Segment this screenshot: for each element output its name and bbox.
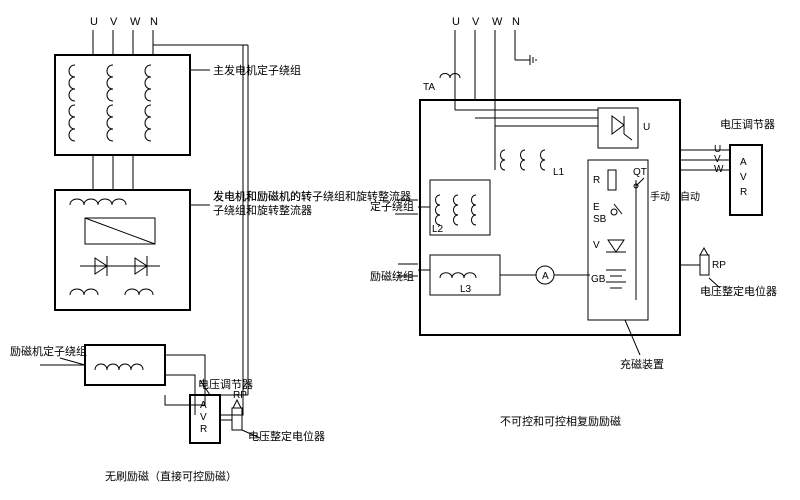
svg-text:R: R <box>593 175 600 186</box>
svg-text:W: W <box>492 16 503 28</box>
svg-text:发电机和励磁机的转: 发电机和励磁机的转 <box>213 189 312 203</box>
svg-text:W: W <box>714 164 724 175</box>
svg-text:TA: TA <box>423 82 435 93</box>
ammeter: A <box>500 266 590 284</box>
svg-text:U: U <box>452 16 460 28</box>
svg-text:N: N <box>150 16 158 28</box>
magnetize-label: 充磁装置 <box>620 357 664 371</box>
svg-text:V: V <box>740 172 747 183</box>
svg-text:子绕组和旋转整流器: 子绕组和旋转整流器 <box>213 203 312 217</box>
svg-text:R: R <box>200 424 207 435</box>
svg-text:V: V <box>200 412 207 423</box>
stator-label-right: 定子绕组 <box>370 199 414 213</box>
svg-text:SB: SB <box>593 214 607 225</box>
svg-text:U: U <box>90 16 98 28</box>
main-stator-block <box>55 55 190 155</box>
svg-text:QT: QT <box>633 167 647 178</box>
l2-block: L2 <box>430 180 490 235</box>
avr-block-right: A V R <box>730 145 762 215</box>
svg-text:A: A <box>740 157 747 168</box>
pot-label-left: 电压整定电位器 <box>248 429 325 443</box>
svg-text:A: A <box>542 271 549 282</box>
avr-label-right: 电压调节器 <box>720 118 775 131</box>
left-caption: 无刷励磁（直接可控励磁） <box>105 469 237 483</box>
svg-text:L2: L2 <box>432 224 444 235</box>
left-terminals: U V W N <box>90 16 158 55</box>
pot-label-right: 电压整定电位器 <box>700 284 777 298</box>
thyristor-u: U <box>598 108 650 148</box>
svg-text:U: U <box>643 122 650 133</box>
svg-text:A: A <box>200 400 207 411</box>
right-terminals: U V W N <box>452 16 536 170</box>
ta-block: TA <box>423 74 460 94</box>
svg-text:RP: RP <box>712 260 726 271</box>
rp-block-right: RP <box>680 248 726 275</box>
svg-text:V: V <box>593 240 600 251</box>
svg-text:L1: L1 <box>553 167 565 178</box>
svg-text:自动: 自动 <box>680 190 700 203</box>
svg-text:W: W <box>130 16 141 28</box>
scr-group <box>80 256 160 276</box>
right-main-block <box>420 100 680 335</box>
exciter-stator-block <box>85 345 165 385</box>
l1-block: L1 <box>501 150 565 178</box>
svg-text:手动: 手动 <box>650 190 670 203</box>
svg-text:E: E <box>593 202 600 213</box>
svg-text:L3: L3 <box>460 284 472 295</box>
l3-block: L3 <box>430 255 500 295</box>
svg-text:V: V <box>472 16 480 28</box>
main-stator-label: 主发电机定子绕组 <box>213 63 301 77</box>
right-caption: 不可控和可控相复励励磁 <box>500 414 621 428</box>
svg-text:V: V <box>110 16 118 28</box>
svg-text:N: N <box>512 16 520 28</box>
rotor-rectifier-block <box>55 190 190 310</box>
svg-text:R: R <box>740 187 747 198</box>
svg-text:GB: GB <box>591 274 606 285</box>
component-stack: R E SB V GB QT <box>588 160 648 320</box>
exciter-stator-label: 励磁机定子绕组 <box>10 344 87 358</box>
